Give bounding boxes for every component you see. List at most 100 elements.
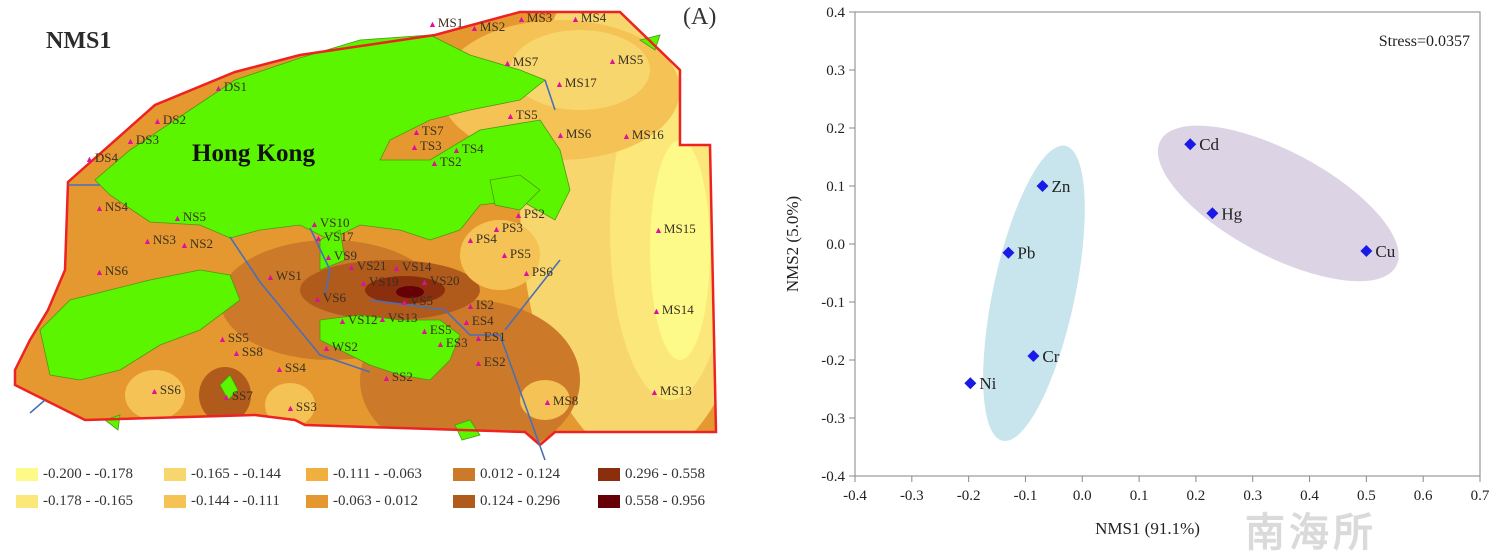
- station-label: ▲SS8: [232, 345, 263, 360]
- x-tick-label: -0.4: [843, 488, 867, 504]
- station-id: DS3: [135, 132, 160, 147]
- station-id: ES1: [483, 329, 506, 344]
- cluster-ellipse-group-2: [1157, 125, 1399, 282]
- station-label: ▲VS19: [359, 275, 399, 290]
- y-tick-label: 0.2: [826, 121, 845, 137]
- station-label: ▲PS3: [492, 221, 523, 236]
- station-id: VS6: [322, 290, 347, 305]
- station-marker-icon: ▲: [428, 19, 437, 29]
- station-id: SS4: [284, 360, 306, 375]
- station-id: NS3: [152, 232, 177, 247]
- station-marker-icon: ▲: [466, 235, 475, 245]
- legend-item: 0.124 - 0.296: [453, 493, 560, 510]
- station-id: SS3: [295, 399, 317, 414]
- station-id: TS5: [515, 107, 538, 122]
- station-label: ▲MS17: [555, 76, 597, 91]
- station-id: SS8: [241, 344, 263, 359]
- station-marker-icon: ▲: [474, 333, 483, 343]
- legend-item: 0.558 - 0.956: [598, 493, 705, 510]
- station-marker-icon: ▲: [410, 142, 419, 152]
- data-label-ni: Ni: [979, 374, 996, 393]
- data-point-cd: [1184, 138, 1197, 151]
- station-id: IS2: [475, 297, 494, 312]
- contour-band: [650, 140, 710, 360]
- station-marker-icon: ▲: [173, 213, 182, 223]
- legend-swatch: [598, 495, 620, 508]
- legend-range: -0.200 - -0.178: [43, 466, 133, 482]
- legend-item: -0.200 - -0.178: [16, 466, 133, 483]
- station-label: ▲MS7: [503, 55, 538, 70]
- station-id: VS17: [323, 229, 354, 244]
- station-marker-icon: ▲: [382, 373, 391, 383]
- station-id: VS20: [429, 273, 460, 288]
- legend-swatch: [16, 495, 38, 508]
- station-marker-icon: ▲: [622, 131, 631, 141]
- station-marker-icon: ▲: [650, 387, 659, 397]
- station-id: MS15: [663, 221, 696, 236]
- station-id: WS2: [331, 339, 358, 354]
- legend-swatch: [453, 495, 475, 508]
- station-id: TS2: [439, 154, 462, 169]
- station-label: ▲ES4: [462, 314, 494, 329]
- station-marker-icon: ▲: [430, 158, 439, 168]
- station-marker-icon: ▲: [400, 297, 409, 307]
- land-island: [319, 229, 346, 271]
- contour-band: [520, 380, 570, 420]
- y-axis-label: NMS2 (5.0%): [783, 196, 802, 292]
- station-marker-icon: ▲: [420, 277, 429, 287]
- station-marker-icon: ▲: [420, 326, 429, 336]
- map-title: NMS1: [46, 28, 112, 54]
- station-label: ▲ES5: [420, 323, 452, 338]
- legend-range: -0.144 - -0.111: [191, 493, 280, 509]
- land-hk-island: [319, 314, 461, 381]
- data-point-cu: [1360, 244, 1373, 257]
- transect-line: [229, 236, 371, 373]
- station-id: MS16: [631, 127, 664, 142]
- station-marker-icon: ▲: [180, 240, 189, 250]
- station-id: VS12: [347, 312, 378, 327]
- station-marker-icon: ▲: [313, 294, 322, 304]
- data-label-cu: Cu: [1375, 242, 1395, 261]
- station-marker-icon: ▲: [652, 306, 661, 316]
- station-label: ▲SS4: [275, 361, 306, 376]
- data-point-zn: [1036, 180, 1049, 192]
- station-label: ▲SS6: [150, 383, 181, 398]
- station-marker-icon: ▲: [452, 145, 461, 155]
- station-marker-icon: ▲: [436, 339, 445, 349]
- station-marker-icon: ▲: [338, 316, 347, 326]
- station-label: ▲NS6: [95, 264, 128, 279]
- stress-annotation: Stress=0.0357: [1379, 33, 1470, 50]
- legend-swatch: [16, 468, 38, 481]
- legend-item: -0.178 - -0.165: [16, 493, 133, 510]
- station-id: ES3: [445, 335, 468, 350]
- panel-letter: (A): [683, 4, 717, 30]
- station-label: ▲TS3: [410, 139, 442, 154]
- land: [39, 34, 661, 441]
- transect-line: [544, 79, 556, 111]
- x-axis-label: NMS1 (91.1%): [1095, 519, 1200, 538]
- station-label: ▲VS20: [420, 274, 460, 289]
- station-label: ▲MS1: [428, 16, 463, 31]
- station-label: ▲WS2: [322, 340, 358, 355]
- study-area-boundary: [13, 10, 718, 447]
- station-marker-icon: ▲: [506, 111, 515, 121]
- station-id: VS5: [409, 293, 434, 308]
- station-marker-icon: ▲: [214, 83, 223, 93]
- station-id: ES4: [471, 313, 494, 328]
- station-label: ▲SS5: [218, 331, 249, 346]
- station-id: PS3: [501, 220, 523, 235]
- contour-map-panel: NMS1 (A) Hong Kong ▲MS1 ▲MS2 ▲MS3 ▲MS4 ▲MS5 ▲…: [0, 0, 760, 548]
- legend-item: 0.012 - 0.124: [453, 466, 560, 483]
- station-label: ▲TS2: [430, 155, 462, 170]
- station-label: ▲SS2: [382, 370, 413, 385]
- legend-swatch: [164, 495, 186, 508]
- station-id: ES5: [429, 322, 452, 337]
- station-marker-icon: ▲: [462, 317, 471, 327]
- station-id: MS6: [565, 126, 592, 141]
- station-label: ▲MS5: [608, 53, 643, 68]
- data-point-cr: [1027, 349, 1040, 362]
- station-id: MS13: [659, 383, 692, 398]
- station-id: SS7: [231, 388, 253, 403]
- transect-lines: [29, 79, 561, 461]
- station-marker-icon: ▲: [232, 348, 241, 358]
